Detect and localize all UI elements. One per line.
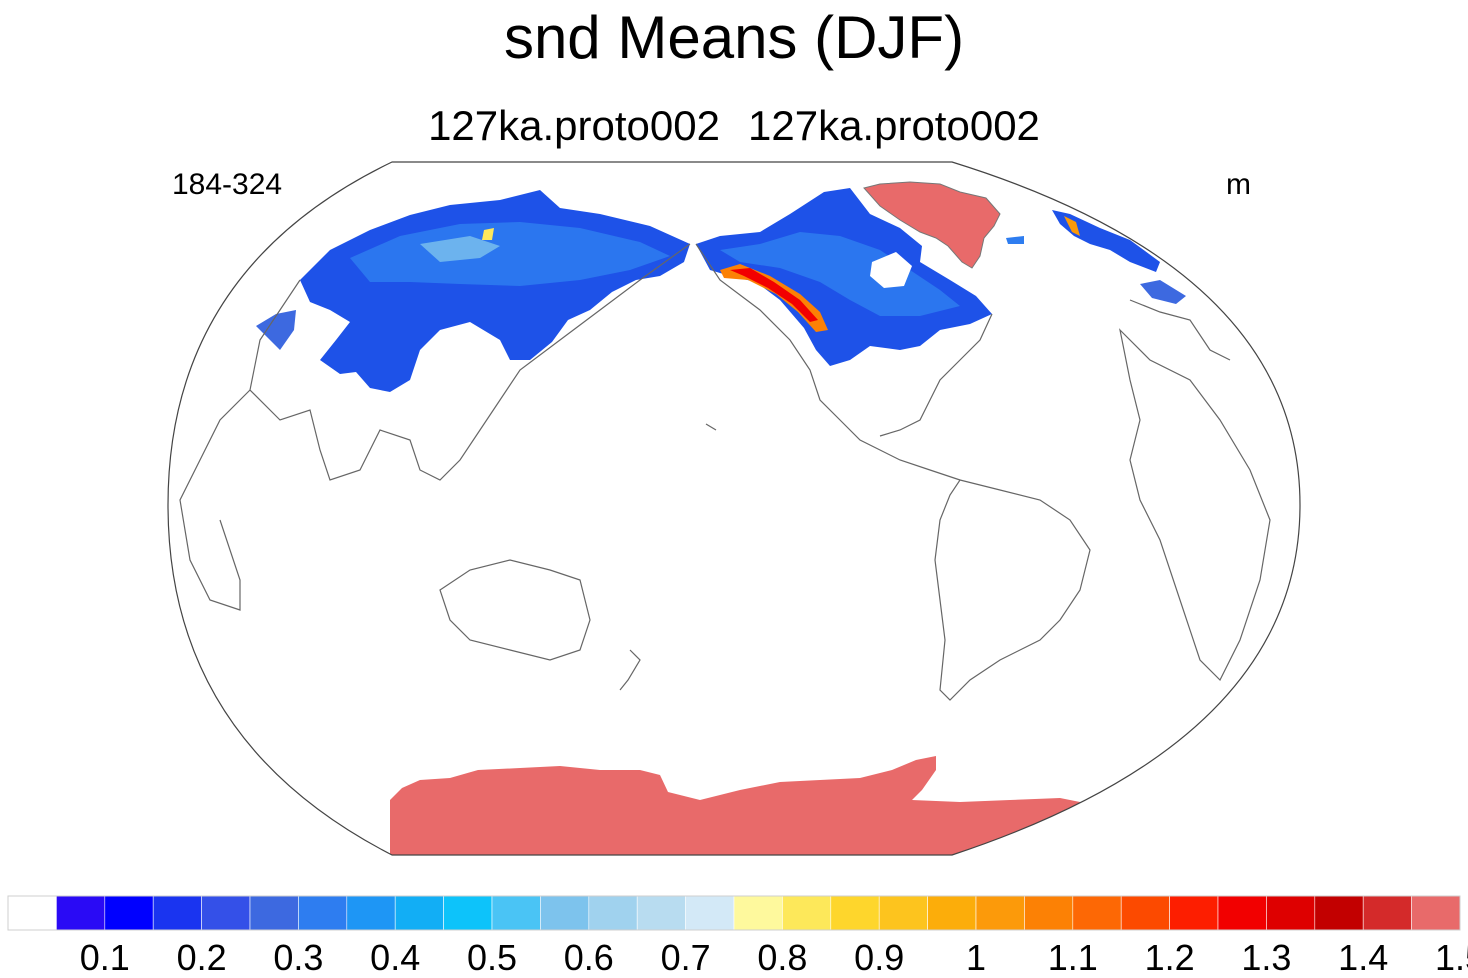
colorbar-tick-label: 1 bbox=[966, 937, 986, 978]
globe-outline bbox=[167, 161, 1301, 856]
colorbar-tick-label: 0.9 bbox=[854, 937, 904, 978]
colorbar-swatch bbox=[7, 895, 57, 931]
colorbar-swatch bbox=[394, 895, 444, 931]
colorbar-swatch bbox=[1266, 895, 1316, 931]
colorbar-tick-label: 0.4 bbox=[370, 937, 420, 978]
colorbar-swatch bbox=[1024, 895, 1074, 931]
colorbar-swatch bbox=[1362, 895, 1412, 931]
time-range-label: 184-324 bbox=[172, 168, 283, 201]
colorbar-swatch bbox=[298, 895, 348, 931]
colorbar-swatch bbox=[685, 895, 735, 931]
colorbar-swatch bbox=[975, 895, 1025, 931]
colorbar-swatch bbox=[1411, 895, 1461, 931]
colorbar-swatch bbox=[491, 895, 541, 931]
eurasia-snow-pale bbox=[420, 236, 500, 262]
colorbar-tick-label: 1.2 bbox=[1145, 937, 1195, 978]
units-label: m bbox=[1226, 168, 1251, 201]
world-map bbox=[167, 161, 1301, 856]
colorbar-swatch bbox=[104, 895, 154, 931]
colorbar-swatch bbox=[152, 895, 202, 931]
subtitle-right-case: 127ka.proto002 bbox=[748, 102, 1040, 149]
colorbar-swatch bbox=[1314, 895, 1364, 931]
antarctica-snow bbox=[390, 756, 1080, 855]
colorbar-swatch bbox=[443, 895, 493, 931]
colorbar-swatch bbox=[733, 895, 783, 931]
colorbar-tick-label: 1.5 bbox=[1435, 937, 1468, 978]
greenland-snow bbox=[863, 181, 1001, 269]
colorbar-swatch bbox=[1169, 895, 1219, 931]
colorbar-tick-label: 0.5 bbox=[467, 937, 517, 978]
map-subtitle: 127ka.proto002 127ka.proto002 bbox=[0, 100, 1468, 152]
colorbar-tick-label: 0.2 bbox=[177, 937, 227, 978]
colorbar-swatch bbox=[1217, 895, 1267, 931]
colorbar-swatch bbox=[878, 895, 928, 931]
colorbar-tick-label: 0.3 bbox=[273, 937, 323, 978]
colorbar-swatch bbox=[540, 895, 590, 931]
eurasia-snow-light bbox=[350, 222, 670, 286]
colorbar-tick-label: 1.4 bbox=[1338, 937, 1388, 978]
map-title: snd Means (DJF) bbox=[503, 4, 965, 71]
colorbar-swatch bbox=[927, 895, 977, 931]
colorbar-tick-label: 0.7 bbox=[661, 937, 711, 978]
colorbar-frame bbox=[7, 895, 1461, 931]
colorbar-swatch bbox=[201, 895, 251, 931]
subtitle-left-case: 127ka.proto002 bbox=[428, 102, 720, 149]
colorbar-tick-label: 1.1 bbox=[1048, 937, 1098, 978]
colorbar-swatch bbox=[830, 895, 880, 931]
colorbar-swatch bbox=[1120, 895, 1170, 931]
colorbar-tick-label: 0.8 bbox=[757, 937, 807, 978]
coastlines bbox=[179, 243, 1271, 701]
colorbar-swatch bbox=[636, 895, 686, 931]
colorbar-swatch bbox=[588, 895, 638, 931]
north-america-snow-light bbox=[720, 232, 960, 316]
colorbar-tick-label: 1.3 bbox=[1241, 937, 1291, 978]
colorbar-swatch bbox=[249, 895, 299, 931]
colorbar-swatch bbox=[56, 895, 106, 931]
colorbar-swatch bbox=[1072, 895, 1122, 931]
colorbar-swatch bbox=[782, 895, 832, 931]
scandinavia-snow bbox=[1052, 210, 1160, 272]
coastal-mountain-snow bbox=[720, 264, 828, 332]
colorbar-tick-label: 0.1 bbox=[80, 937, 130, 978]
colorbar-tick-label: 0.6 bbox=[564, 937, 614, 978]
colorbar-swatch bbox=[346, 895, 396, 931]
